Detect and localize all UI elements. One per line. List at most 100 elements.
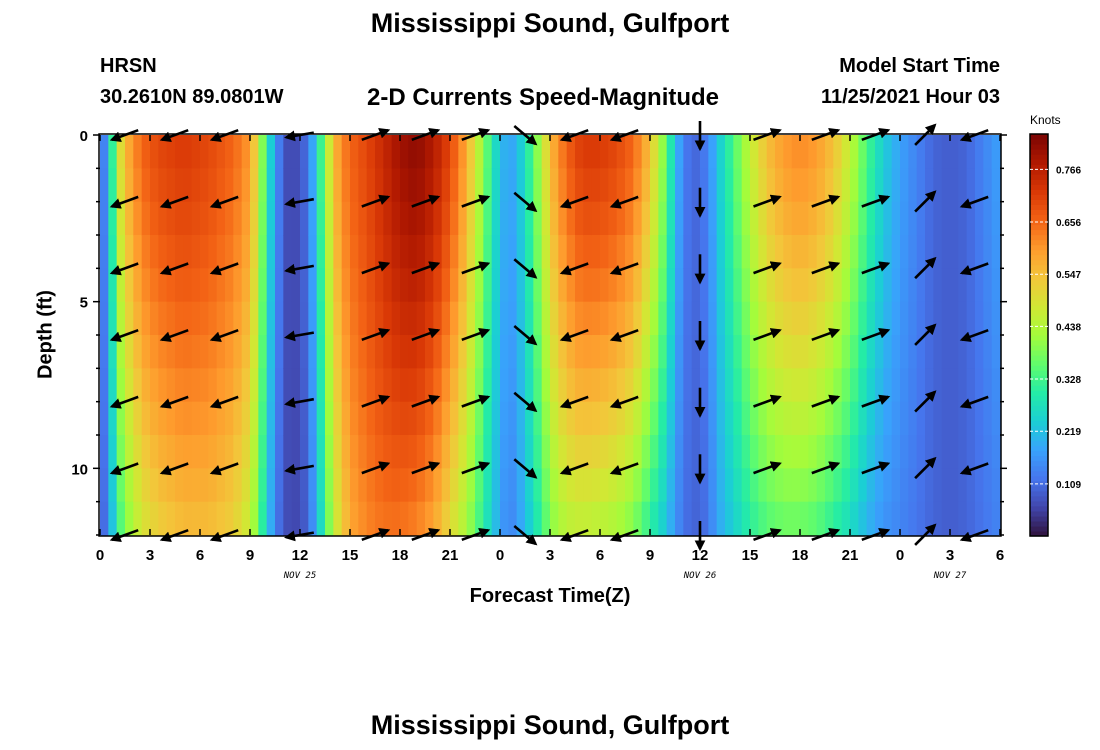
heatmap-cell: [116, 301, 126, 336]
heatmap-cell: [608, 435, 618, 469]
heatmap-cell: [958, 135, 968, 169]
heatmap-cells: [100, 135, 1001, 536]
heatmap-cell: [333, 168, 343, 203]
current-vector-arrow: [559, 128, 589, 142]
x-tick-label: 15: [742, 547, 759, 564]
heatmap-cell: [591, 168, 601, 203]
heatmap-cell: [808, 301, 818, 336]
heatmap-cell: [325, 135, 334, 169]
heatmap-cell: [175, 201, 184, 236]
heatmap-cell: [391, 168, 401, 203]
x-tick-label: 6: [596, 547, 604, 564]
heatmap-cell: [933, 335, 943, 369]
heatmap-cell: [925, 401, 934, 436]
heatmap-cell: [833, 335, 843, 369]
heatmap-cell: [841, 435, 851, 469]
colorbar-segment: [1030, 400, 1048, 406]
heatmap-cell: [508, 401, 518, 436]
colorbar-segment: [1030, 279, 1048, 286]
heatmap-cell: [275, 501, 284, 536]
heatmap-cell: [750, 135, 759, 169]
heatmap-cell: [750, 268, 759, 303]
heatmap-cell: [250, 401, 259, 436]
heatmap-cell: [583, 435, 593, 469]
heatmap-cell: [583, 201, 593, 236]
heatmap-cell: [700, 268, 709, 303]
heatmap-cell: [966, 435, 976, 469]
heatmap-cell: [416, 201, 426, 236]
heatmap-cell: [883, 301, 893, 336]
heatmap-cell: [275, 235, 284, 269]
heatmap-cell: [641, 401, 651, 436]
heatmap-cell: [175, 168, 184, 203]
current-vector-arrow: [361, 128, 391, 142]
heatmap-cell: [866, 201, 876, 236]
heatmap-cell: [558, 435, 568, 469]
heatmap-cell: [816, 468, 826, 503]
heatmap-cell: [358, 468, 368, 503]
heatmap-cell: [158, 501, 168, 536]
heatmap-cell: [183, 268, 193, 303]
heatmap-cell: [350, 401, 359, 436]
heatmap-cell: [850, 501, 859, 536]
heatmap-cell: [975, 135, 984, 169]
heatmap-cell: [900, 401, 909, 436]
heatmap-cell: [925, 435, 934, 469]
heatmap-cell: [925, 301, 934, 336]
current-vector-arrow: [861, 128, 891, 142]
heatmap-cell: [516, 368, 526, 403]
heatmap-cell: [891, 435, 901, 469]
current-vector-arrow: [411, 328, 441, 342]
heatmap-cell: [675, 368, 684, 403]
footer-title: Mississippi Sound, Gulfport: [370, 710, 730, 740]
heatmap-cell: [783, 368, 793, 403]
heatmap-cell: [175, 268, 184, 303]
heatmap-cell: [375, 301, 384, 336]
heatmap-cell: [408, 168, 418, 203]
heatmap-cell: [316, 435, 326, 469]
heatmap-cell: [800, 501, 809, 536]
date-label: NOV 27: [933, 571, 967, 581]
heatmap-cell: [983, 401, 993, 436]
heatmap-cell: [116, 401, 126, 436]
heatmap-cell: [683, 168, 693, 203]
heatmap-cell: [400, 335, 409, 369]
heatmap-cell: [558, 201, 568, 236]
heatmap-cell: [241, 235, 251, 269]
heatmap-cell: [391, 268, 401, 303]
heatmap-cell: [175, 335, 184, 369]
heatmap-cell: [725, 335, 734, 369]
heatmap-cell: [491, 368, 501, 403]
current-vector-arrow: [159, 195, 189, 209]
heatmap-cell: [491, 435, 501, 469]
heatmap-cell: [850, 301, 859, 336]
heatmap-cell: [708, 301, 718, 336]
heatmap-cell: [750, 335, 759, 369]
heatmap-cell: [758, 401, 768, 436]
heatmap-cell: [350, 501, 359, 536]
heatmap-cell: [416, 168, 426, 203]
colorbar-segment: [1030, 435, 1048, 442]
heatmap-cell: [541, 201, 551, 236]
heatmap-cell: [408, 135, 418, 169]
heatmap-cell: [233, 435, 243, 469]
heatmap-cell: [841, 501, 851, 536]
heatmap-cell: [383, 201, 393, 236]
heatmap-cell: [466, 401, 476, 436]
heatmap-cell: [516, 268, 526, 303]
heatmap-cell: [983, 368, 993, 403]
heatmap-cell: [383, 235, 393, 269]
heatmap-cell: [175, 501, 184, 536]
heatmap-cell: [741, 268, 751, 303]
heatmap-cell: [166, 301, 176, 336]
current-vector-arrow: [559, 328, 589, 342]
heatmap-cell: [283, 301, 293, 336]
heatmap-cell: [916, 301, 926, 336]
heatmap-cell: [700, 201, 709, 236]
heatmap-cell: [825, 201, 834, 236]
heatmap-cell: [333, 301, 343, 336]
heatmap-cell: [858, 235, 868, 269]
heatmap-cell: [325, 235, 334, 269]
heatmap-cell: [125, 435, 134, 469]
